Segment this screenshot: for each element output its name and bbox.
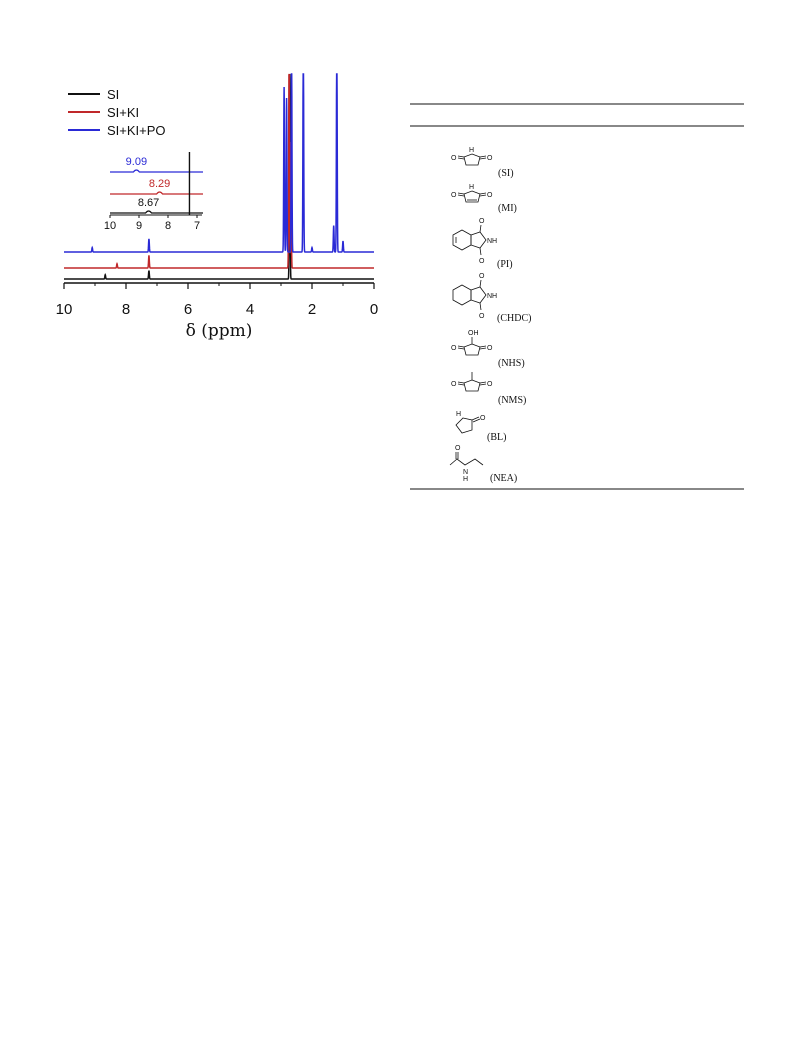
- legend-label: SI+KI: [107, 105, 139, 120]
- inset-tick-label: 9: [136, 220, 142, 232]
- atom-label: O: [451, 155, 457, 162]
- structure-n-hydroxysuccinimide: [457, 337, 487, 356]
- spectra-traces: [64, 73, 374, 280]
- atom-label: O: [479, 313, 485, 320]
- structure-succinimide: [457, 153, 487, 166]
- atom-label: O: [479, 273, 485, 280]
- atom-label: O: [479, 218, 485, 225]
- inset-trace: [110, 169, 203, 173]
- spectrum-line-si-ki-po: [64, 73, 374, 253]
- spectrum-line-si-ki: [64, 73, 374, 269]
- inset-tick-label: 7: [194, 220, 200, 232]
- atom-label: O: [487, 381, 493, 388]
- inset-trace: [110, 191, 203, 195]
- inset-trace: [110, 210, 203, 214]
- inset-tick-label: 8: [165, 220, 171, 232]
- atom-label: O: [487, 192, 493, 199]
- atom-label: OH: [468, 330, 479, 337]
- x-tick-label: 0: [370, 301, 378, 318]
- x-axis-title: δ (ppm): [186, 321, 253, 341]
- structure-n-ethylacetamide: [449, 452, 484, 466]
- x-axis: 10 8 6 4 2 0 δ (ppm): [56, 282, 378, 341]
- x-tick-label: 8: [122, 301, 130, 318]
- atom-label: N: [463, 469, 468, 476]
- compound-abbr-nms: (NMS): [498, 395, 526, 406]
- atom-label: O: [487, 345, 493, 352]
- spectrum-line-si: [64, 73, 374, 280]
- structure-phthalimide: [452, 224, 487, 256]
- compound-abbr-pi: (PI): [497, 259, 513, 270]
- nmr-spectrum-chart: 10 8 6 4 2 0 δ (ppm) SI SI+KI SI+KI+PO 10 9 8 7 9.0…: [56, 73, 378, 341]
- legend-label: SI+KI+PO: [107, 123, 166, 138]
- atom-label: O: [451, 381, 457, 388]
- atom-label: O: [451, 345, 457, 352]
- structure-butyrolactam: [455, 416, 481, 434]
- atom-label: O: [455, 445, 461, 452]
- atom-label: H: [469, 184, 474, 191]
- atom-label: H: [456, 411, 461, 418]
- atom-label: H: [463, 476, 468, 483]
- atom-label: O: [480, 415, 486, 422]
- x-tick-label: 6: [184, 301, 192, 318]
- compound-abbr-nea: (NEA): [490, 473, 517, 484]
- atom-label: H: [469, 147, 474, 154]
- x-tick-label: 4: [246, 301, 254, 318]
- atom-label: O: [451, 192, 457, 199]
- inset-chart: 10 9 8 7 9.098.29 8.67: [104, 152, 203, 232]
- inset-peak-label: 8.67: [138, 197, 159, 209]
- inset-peak-label: 8.29: [149, 178, 170, 190]
- legend: SI SI+KI SI+KI+PO: [68, 87, 166, 138]
- legend-label: SI: [107, 87, 119, 102]
- compound-abbr-si: (SI): [498, 168, 514, 179]
- compound-abbr-chdc: (CHDC): [497, 313, 531, 324]
- structure-cyclohexane-dicarboximide: [452, 279, 487, 311]
- atom-label: O: [479, 258, 485, 265]
- atom-label: NH: [487, 293, 497, 300]
- structure-maleimide: [457, 190, 487, 203]
- compound-table: O O H (SI) O O H (MI) O NH O (PI) O NH O…: [410, 103, 744, 490]
- atom-label: NH: [487, 238, 497, 245]
- x-tick-label: 2: [308, 301, 316, 318]
- compound-abbr-bl: (BL): [487, 432, 506, 443]
- structure-n-methylsuccinimide: [457, 372, 487, 392]
- inset-tick-label: 10: [104, 220, 116, 232]
- compound-abbr-nhs: (NHS): [498, 358, 525, 369]
- atom-label: O: [487, 155, 493, 162]
- compound-abbr-mi: (MI): [498, 203, 517, 214]
- x-tick-label: 10: [56, 301, 73, 318]
- inset-peak-label: 9.09: [126, 156, 147, 168]
